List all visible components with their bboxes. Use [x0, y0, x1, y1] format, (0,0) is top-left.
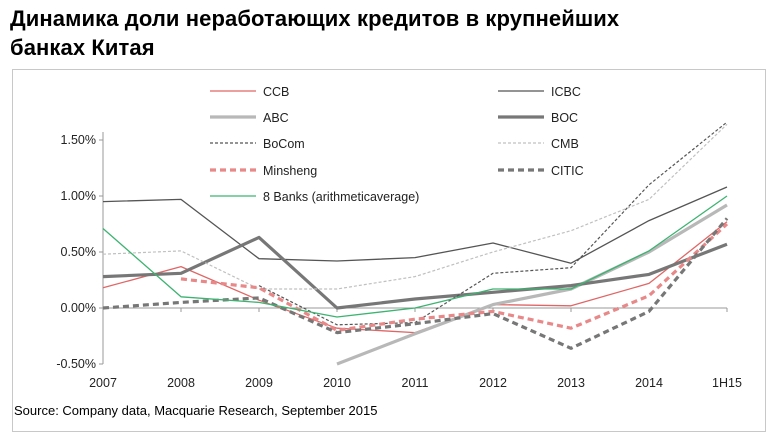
series-line-abc	[336, 203, 728, 366]
series-line-cmb	[102, 123, 728, 290]
x-tick-label: 2012	[479, 376, 507, 390]
x-tick-label: 2014	[635, 376, 663, 390]
chart-panel	[12, 69, 766, 432]
x-tick-label: 2007	[89, 376, 117, 390]
title-line-2: банках Китая	[10, 35, 155, 60]
legend-label-boc: BOC	[551, 111, 578, 125]
x-tick-label: 2010	[323, 376, 351, 390]
series-line-boc	[102, 235, 728, 310]
legend-label-ccb: CCB	[263, 85, 289, 99]
x-tick-label: 2013	[557, 376, 585, 390]
y-tick-label: 1.00%	[61, 189, 96, 203]
title-line-1: Динамика доли неработающих кредитов в кр…	[10, 6, 620, 31]
x-tick-label: 2009	[245, 376, 273, 390]
series-line-citic	[102, 217, 729, 350]
y-tick-label: 1.50%	[61, 133, 96, 147]
legend-label-8-banks-arithmeticaverage: 8 Banks (arithmeticaverage)	[263, 190, 419, 204]
series-line-8-banks-arithmeticaverage	[102, 195, 728, 318]
x-tick-label: 2008	[167, 376, 195, 390]
legend-label-cmb: CMB	[551, 137, 579, 151]
y-tick-label: 0.00%	[61, 301, 96, 315]
y-tick-label: 0.50%	[61, 245, 96, 259]
page-title: Динамика доли неработающих кредитов в кр…	[10, 4, 619, 62]
y-tick-label: -0.50%	[56, 357, 96, 371]
legend-label-bocom: BoCom	[263, 137, 305, 151]
x-tick-label: 2011	[402, 376, 429, 390]
legend-label-minsheng: Minsheng	[263, 164, 317, 178]
source-note: Source: Company data, Macquarie Research…	[14, 403, 378, 418]
series-line-icbc	[102, 186, 728, 264]
series-line-bocom	[258, 121, 728, 326]
legend-label-icbc: ICBC	[551, 85, 581, 99]
x-tick-label: 1H15	[712, 376, 742, 390]
legend-label-citic: CITIC	[551, 164, 584, 178]
series-line-minsheng	[180, 222, 729, 332]
legend-label-abc: ABC	[263, 111, 289, 125]
